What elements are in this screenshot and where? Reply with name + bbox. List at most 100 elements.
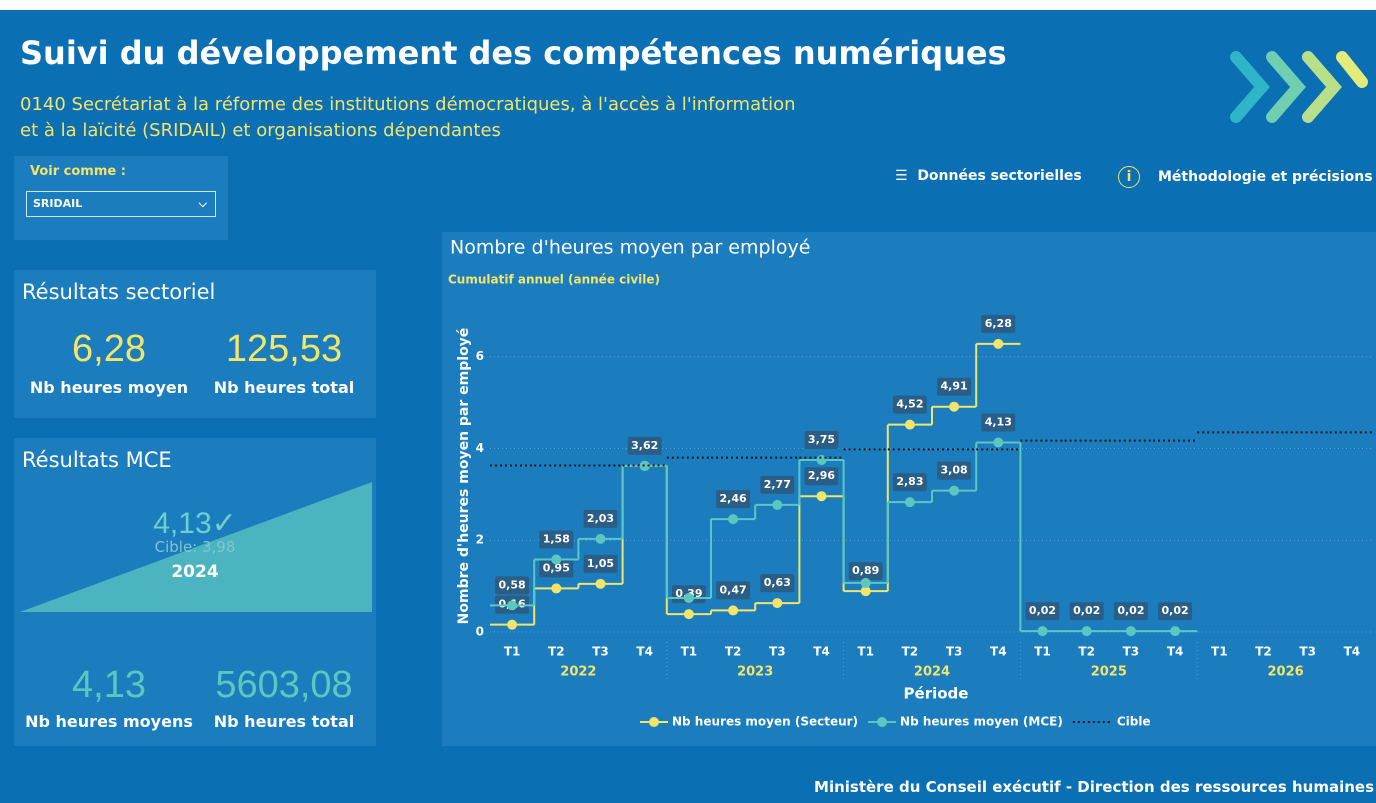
filter-panel: Voir comme : SRIDAIL ⌵ bbox=[14, 156, 228, 240]
chart: Nombre d'heures moyen par employé Cumula… bbox=[442, 232, 1376, 746]
data-label: 0,02 bbox=[1073, 604, 1100, 617]
data-label: 6,28 bbox=[985, 317, 1012, 330]
label-box bbox=[760, 475, 795, 494]
x-tick-label: T3 bbox=[1299, 645, 1316, 659]
gauge-target: Cible: 3,98 bbox=[154, 538, 236, 556]
x-tick-label: T3 bbox=[1123, 645, 1140, 659]
point bbox=[595, 578, 606, 589]
data-label: 4,13 bbox=[985, 416, 1012, 429]
x-tick-label: T4 bbox=[1167, 645, 1184, 659]
logo bbox=[1230, 51, 1368, 123]
kpi-label: Nb heures total bbox=[213, 378, 355, 397]
series bbox=[490, 431, 1374, 467]
x-group-label: 2025 bbox=[1091, 665, 1127, 680]
label-box bbox=[1025, 602, 1060, 621]
label-box bbox=[760, 574, 795, 593]
data-label: 4,52 bbox=[896, 398, 923, 411]
gauge-value: 4,13✓ bbox=[153, 507, 237, 540]
point bbox=[860, 586, 871, 597]
kpi-value: 6,28 bbox=[72, 328, 146, 370]
kpi-label: Nb heures moyen bbox=[29, 378, 189, 397]
point bbox=[904, 497, 915, 508]
point bbox=[639, 460, 650, 471]
point bbox=[772, 598, 783, 609]
nav-sector[interactable]: ☰ Données sectorielles bbox=[895, 168, 1082, 184]
nav-method[interactable]: i Méthodologie et précisions bbox=[1118, 166, 1373, 188]
label-box bbox=[804, 430, 839, 449]
x-tick-label: T1 bbox=[1211, 645, 1228, 659]
x-tick-label: T2 bbox=[1078, 645, 1095, 659]
kpi-label: Nb heures total bbox=[213, 712, 355, 731]
data-label: 1,58 bbox=[543, 533, 570, 546]
label-box bbox=[583, 554, 618, 573]
gauge bbox=[20, 482, 372, 612]
kpi-value: 4,13 bbox=[72, 664, 146, 706]
legend-dot bbox=[649, 717, 659, 727]
filter-label: Voir comme : bbox=[30, 164, 126, 179]
subtitle: 0140 Secrétariat à la réforme des instit… bbox=[20, 94, 796, 115]
x-tick-label: T1 bbox=[857, 645, 874, 659]
legend-label: Nb heures moyen (Secteur) bbox=[672, 715, 858, 729]
x-tick-label: T1 bbox=[681, 645, 698, 659]
point bbox=[949, 401, 960, 412]
x-tick-label: T4 bbox=[813, 645, 830, 659]
x-tick-label: T1 bbox=[1034, 645, 1051, 659]
x-tick-label: T3 bbox=[592, 645, 609, 659]
chart-title: Nombre d'heures moyen par employé bbox=[450, 237, 810, 259]
dropdown-value: SRIDAIL bbox=[33, 197, 83, 210]
mce-card: Résultats MCE 4,13✓ Cible: 3,98 2024 4,1… bbox=[14, 438, 376, 746]
label-box bbox=[892, 395, 927, 414]
dropdown[interactable]: SRIDAIL ⌵ bbox=[26, 191, 216, 217]
point bbox=[993, 437, 1004, 448]
chart-subtitle: Cumulatif annuel (année civile) bbox=[448, 273, 660, 287]
label-box bbox=[1158, 602, 1193, 621]
point bbox=[1170, 626, 1181, 637]
data-label: 2,03 bbox=[587, 512, 614, 525]
point bbox=[551, 554, 562, 565]
y-tick-label: 4 bbox=[476, 441, 484, 455]
label-box bbox=[1069, 602, 1104, 621]
data-label: 0,89 bbox=[852, 564, 879, 577]
x-tick-label: T3 bbox=[769, 645, 786, 659]
y-axis-title: Nombre d'heures moyen par employé bbox=[456, 328, 472, 625]
data-label: 0,02 bbox=[1162, 604, 1189, 617]
data-label: 0,63 bbox=[764, 576, 791, 589]
point bbox=[860, 577, 871, 588]
label-box bbox=[804, 467, 839, 486]
label-box bbox=[937, 461, 972, 480]
legend-dot bbox=[877, 717, 888, 727]
legend-label: Nb heures moyen (MCE) bbox=[900, 715, 1063, 729]
data-label: 3,62 bbox=[631, 439, 658, 452]
kpi-value: 125,53 bbox=[225, 328, 343, 370]
label-box bbox=[848, 562, 883, 581]
x-tick-label: T1 bbox=[504, 645, 521, 659]
label-box bbox=[627, 436, 662, 455]
data-label: 0,95 bbox=[543, 561, 570, 574]
x-group-label: 2022 bbox=[560, 665, 596, 680]
data-label: 0,02 bbox=[1117, 604, 1144, 617]
point bbox=[949, 485, 960, 496]
nav-sector-text: Données sectorielles bbox=[917, 168, 1082, 184]
data-label: 2,83 bbox=[896, 475, 923, 488]
series: 0,58 1,58 2,03 3,62 2,46 2,77 3,75 2,83 3,08 4,13… bbox=[490, 413, 1198, 637]
card-title: Résultats sectoriel bbox=[22, 280, 216, 304]
top-strip bbox=[0, 0, 1376, 10]
footer: Ministère du Conseil exécutif - Directio… bbox=[814, 778, 1374, 796]
subtitle: et à la laïcité (SRIDAIL) et organisatio… bbox=[20, 120, 501, 141]
point bbox=[683, 609, 694, 620]
label-box bbox=[539, 559, 574, 578]
point bbox=[993, 338, 1004, 349]
label-box bbox=[539, 530, 574, 549]
data-label: 0,47 bbox=[720, 583, 747, 596]
y-tick-label: 0 bbox=[476, 625, 484, 639]
label-box bbox=[716, 490, 751, 509]
x-tick-label: T2 bbox=[548, 645, 565, 659]
data-label: 1,05 bbox=[587, 557, 614, 570]
point bbox=[683, 593, 694, 604]
point bbox=[551, 583, 562, 594]
label-box bbox=[981, 413, 1016, 432]
legend-label: Cible bbox=[1117, 715, 1151, 729]
data-label: 2,46 bbox=[720, 492, 747, 505]
x-tick-label: T2 bbox=[1255, 645, 1272, 659]
title: Suivi du développement des compétences n… bbox=[20, 34, 1007, 72]
